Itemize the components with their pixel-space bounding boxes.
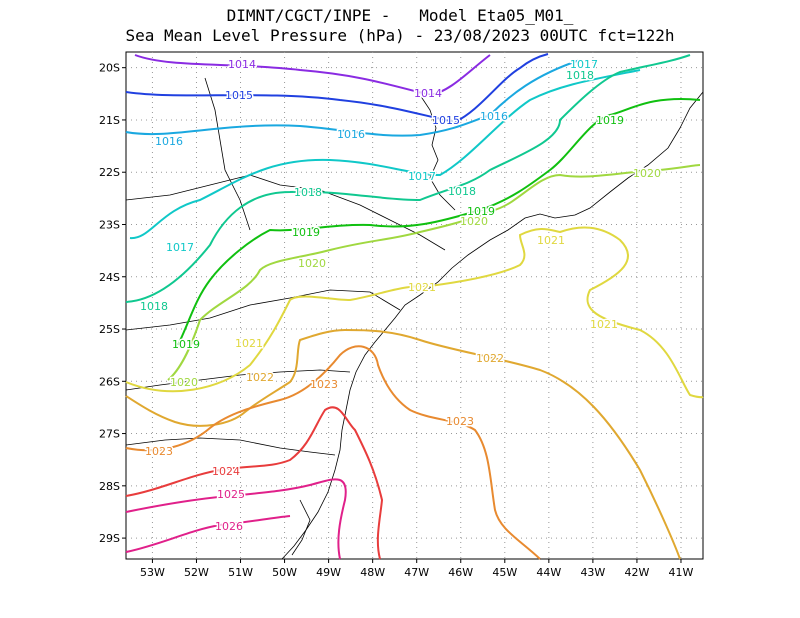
map-frame — [125, 51, 704, 560]
label-1023: 1023 — [310, 378, 338, 391]
label-1020: 1020 — [633, 167, 661, 180]
label-1021: 1021 — [235, 337, 263, 350]
lat-tick-label: 23S — [99, 218, 120, 231]
label-1026: 1026 — [215, 520, 243, 533]
lat-tick-label: 26S — [99, 375, 120, 388]
label-1014: 1014 — [228, 58, 256, 71]
label-1022: 1022 — [246, 371, 274, 384]
lon-tick-label: 44W — [536, 566, 561, 579]
isobar-1026 — [125, 515, 291, 553]
label-1020: 1020 — [298, 257, 326, 270]
lat-tick-label: 28S — [99, 480, 120, 493]
isobar-1024 — [125, 406, 384, 560]
state-border-sp — [125, 174, 446, 251]
state-border-sc — [125, 369, 351, 391]
lat-tick-label: 27S — [99, 428, 120, 441]
label-1023: 1023 — [145, 445, 173, 458]
map-title-line2: Sea Mean Level Pressure (hPa) - 23/08/20… — [125, 26, 675, 45]
label-1019: 1019 — [596, 114, 624, 127]
isobar-1021 — [125, 226, 704, 399]
label-1018: 1018 — [448, 185, 476, 198]
graticule — [126, 52, 703, 559]
state-border-pr — [125, 289, 401, 331]
lagoon-shore — [291, 499, 311, 556]
label-1015: 1015 — [432, 114, 460, 127]
label-1024: 1024 — [212, 465, 240, 478]
label-1021: 1021 — [408, 281, 436, 294]
label-1023: 1023 — [446, 415, 474, 428]
lat-tick-label: 29S — [99, 532, 120, 545]
axis-ticks: 53W 52W 51W 50W 49W 48W 47W 46W 45W 44W 43W 42W 41W 2… — [99, 62, 694, 579]
lon-tick-label: 47W — [404, 566, 429, 579]
lon-tick-label: 42W — [624, 566, 649, 579]
isobar-labels: 1014 1014 1015 1015 1016 1016 1016 1017 … — [139, 57, 663, 535]
lat-tick-label: 21S — [99, 114, 120, 127]
coastline-borders — [125, 77, 704, 560]
label-1018: 1018 — [566, 69, 594, 82]
lon-tick-label: 46W — [448, 566, 473, 579]
isobar-1025 — [125, 478, 347, 560]
label-1017: 1017 — [408, 170, 436, 183]
lon-tick-label: 48W — [360, 566, 385, 579]
label-1019: 1019 — [172, 338, 200, 351]
lon-tick-label: 43W — [580, 566, 605, 579]
label-1016: 1016 — [480, 110, 508, 123]
isobar-1018 — [125, 54, 691, 303]
lon-tick-label: 50W — [272, 566, 297, 579]
label-1021: 1021 — [537, 234, 565, 247]
isobar-1023 — [125, 345, 541, 560]
label-1018: 1018 — [294, 186, 322, 199]
label-1016: 1016 — [337, 128, 365, 141]
label-1025: 1025 — [217, 488, 245, 501]
isobars — [125, 53, 704, 560]
lat-tick-label: 20S — [99, 62, 120, 75]
label-1021: 1021 — [590, 318, 618, 331]
isobar-1020 — [167, 164, 701, 381]
lat-tick-label: 22S — [99, 166, 120, 179]
label-1014: 1014 — [414, 87, 442, 100]
lat-tick-label: 25S — [99, 323, 120, 336]
lon-tick-label: 53W — [140, 566, 165, 579]
lon-tick-label: 51W — [228, 566, 253, 579]
label-1022: 1022 — [476, 352, 504, 365]
isobar-1022 — [125, 328, 681, 560]
label-1017: 1017 — [166, 241, 194, 254]
label-1020: 1020 — [460, 215, 488, 228]
isobar-1015 — [125, 53, 549, 124]
state-border-rs — [125, 437, 336, 456]
coastline — [281, 91, 704, 560]
label-1018: 1018 — [140, 300, 168, 313]
label-1019: 1019 — [292, 226, 320, 239]
lon-tick-label: 52W — [184, 566, 209, 579]
isobar-1019 — [177, 98, 701, 346]
isobar-1017 — [129, 69, 641, 240]
label-1015: 1015 — [225, 89, 253, 102]
map-title-line1: DIMNT/CGCT/INPE - Model Eta05_M01_ — [226, 6, 574, 25]
label-1017: 1017 — [570, 58, 598, 71]
isobar-1016 — [125, 59, 581, 137]
isobar-1014 — [134, 54, 491, 97]
label-1019: 1019 — [467, 205, 495, 218]
label-1020: 1020 — [170, 376, 198, 389]
river-parana — [204, 77, 251, 231]
lat-tick-label: 24S — [99, 271, 120, 284]
label-1016: 1016 — [155, 135, 183, 148]
lon-tick-label: 41W — [669, 566, 694, 579]
lon-tick-label: 49W — [316, 566, 341, 579]
lon-tick-label: 45W — [492, 566, 517, 579]
